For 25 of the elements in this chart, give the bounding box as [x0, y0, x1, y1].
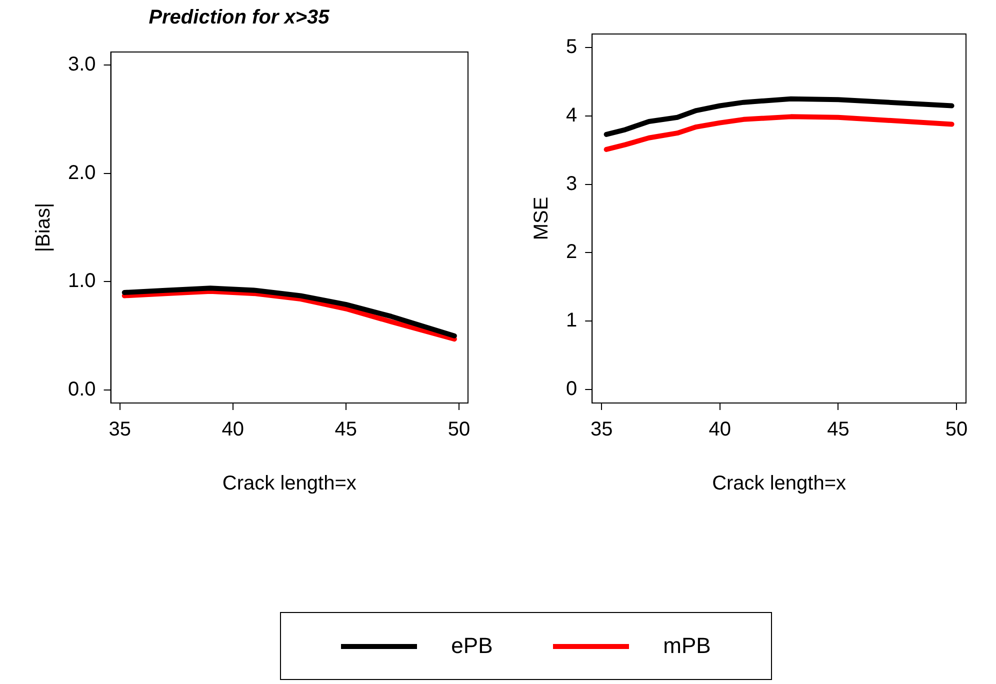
y-axis-title: MSE	[530, 196, 553, 240]
y-tick-label: 1	[566, 310, 578, 332]
x-tick-label: 40	[222, 418, 244, 441]
chart-title: Prediction for x>35	[148, 6, 330, 29]
y-tick-label: 0.0	[68, 378, 96, 401]
y-tick-label: 3.0	[68, 54, 96, 76]
legend-label: mPB	[663, 633, 711, 659]
x-tick-label: 50	[448, 418, 470, 441]
x-tick-label: 35	[590, 418, 613, 441]
y-tick-label: 0	[566, 378, 578, 400]
y-tick-label: 2.0	[68, 162, 96, 184]
x-tick-label: 45	[334, 418, 358, 441]
y-tick-label: 1.0	[68, 270, 96, 292]
y-axis-title: |Bias|	[32, 202, 55, 252]
x-tick-label: 45	[827, 418, 850, 441]
x-tick-label: 35	[108, 418, 131, 441]
y-tick-label: 4	[566, 104, 578, 127]
y-tick-label: 2	[566, 241, 578, 264]
x-tick-label: 50	[945, 418, 968, 441]
x-tick-label: 40	[708, 418, 732, 441]
y-tick-label: 5	[566, 36, 578, 58]
legend-label: ePB	[451, 633, 493, 659]
x-axis-title: Crack length=x	[712, 472, 846, 495]
y-tick-label: 3	[566, 172, 578, 195]
x-axis-title: Crack length=x	[222, 472, 356, 495]
